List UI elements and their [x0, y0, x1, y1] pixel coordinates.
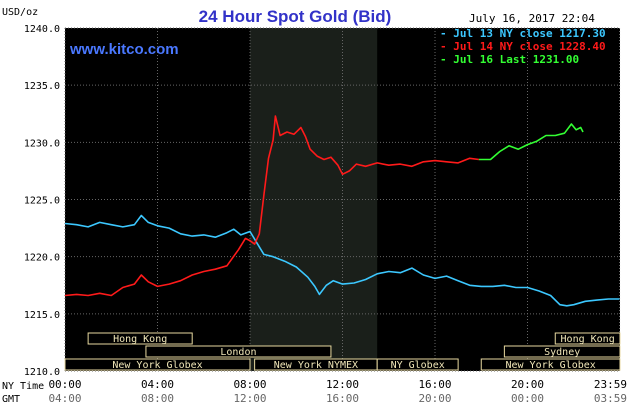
session-label: Hong Kong — [561, 334, 615, 345]
grid — [64, 27, 621, 372]
x-tick-label-ny: 08:00 — [233, 378, 266, 391]
x-tick-label-gmt: 20:00 — [418, 392, 451, 405]
y-tick-label: 1225.0 — [24, 196, 60, 207]
session-label: Hong Kong — [113, 334, 167, 345]
session-bars: Hong Kong London New York Globex New York N… — [64, 332, 621, 371]
session-label: New York Globex — [112, 360, 202, 371]
gmt-label: GMT — [2, 394, 20, 405]
x-tick-label-gmt: 03:59 — [594, 392, 627, 405]
session-label: Sydney — [544, 347, 580, 358]
x-tick-label-ny: 00:00 — [48, 378, 81, 391]
session-label: New York Globex — [505, 360, 595, 371]
y-axis-unit: USD/oz — [2, 7, 38, 18]
x-tick-label-ny: 12:00 — [326, 378, 359, 391]
ny-time-label: NY Time — [2, 381, 44, 392]
y-tick-label: 1230.0 — [24, 138, 60, 149]
session-label: New York NYMEX — [274, 360, 358, 371]
y-tick-label: 1210.0 — [24, 367, 60, 378]
watermark: www.kitco.com — [69, 41, 179, 58]
legend-entry: - Jul 13 NY close 1217.30 — [440, 27, 606, 40]
session-bar — [87, 332, 193, 345]
x-tick-label-ny: 04:00 — [141, 378, 174, 391]
legend-entry: - Jul 16 Last 1231.00 — [440, 53, 579, 66]
y-tick-label: 1220.0 — [24, 253, 60, 264]
session-bar — [503, 345, 621, 358]
x-tick-label-gmt: 00:00 — [511, 392, 544, 405]
chart-title: 24 Hour Spot Gold (Bid) — [199, 7, 392, 26]
session-label: London — [220, 347, 256, 358]
series-line — [64, 115, 480, 297]
x-tick-label-ny: 23:59 — [594, 378, 627, 391]
timestamp: July 16, 2017 22:04 — [469, 12, 595, 25]
y-tick-label: 1240.0 — [24, 24, 60, 35]
session-label: NY Globex — [391, 360, 445, 371]
x-tick-label-gmt: 16:00 — [326, 392, 359, 405]
x-tick-label-gmt: 04:00 — [48, 392, 81, 405]
y-axis-labels: 1240.0 1235.0 1230.0 1225.0 1220.0 1215.0 1210… — [24, 24, 60, 378]
series-line — [64, 214, 620, 307]
x-tick-label-gmt: 12:00 — [233, 392, 266, 405]
session-bar — [376, 358, 459, 371]
session-bar — [64, 358, 251, 371]
x-axis-labels: 00:0004:0004:0008:0008:0012:0012:0016:00… — [48, 378, 627, 405]
session-bar — [554, 332, 621, 345]
legend-entry: - Jul 14 NY close 1228.40 — [440, 40, 606, 53]
series-line — [478, 123, 584, 161]
series-lines — [64, 115, 620, 307]
legend: - Jul 13 NY close 1217.30- Jul 14 NY clo… — [440, 27, 606, 66]
x-tick-label-ny: 20:00 — [511, 378, 544, 391]
y-tick-label: 1235.0 — [24, 81, 60, 92]
y-tick-label: 1215.0 — [24, 310, 60, 321]
session-bar — [145, 345, 332, 358]
x-tick-label-ny: 16:00 — [418, 378, 451, 391]
session-bar — [480, 358, 621, 371]
x-tick-label-gmt: 08:00 — [141, 392, 174, 405]
shaded-region — [250, 28, 378, 371]
